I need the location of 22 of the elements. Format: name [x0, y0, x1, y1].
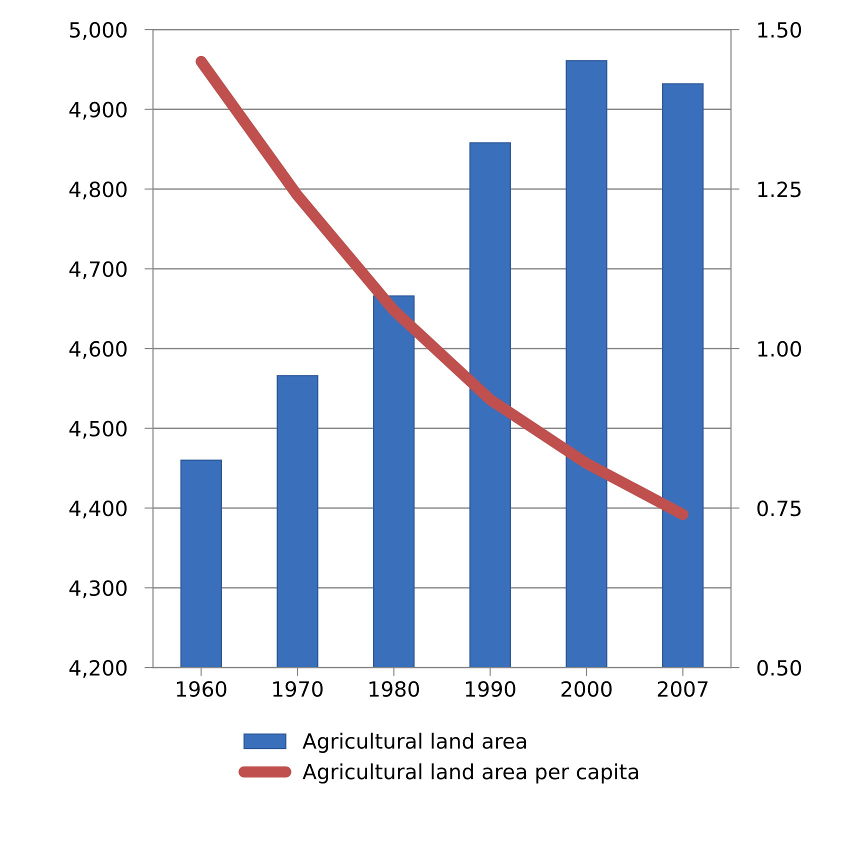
- y2-tick-label: 1.00: [758, 341, 802, 357]
- y-tick-label: 4,800: [69, 182, 127, 200]
- x-tick-label: 1970: [273, 681, 323, 697]
- y-tick-label: 4,600: [69, 341, 127, 359]
- y-tick-label: 4,500: [69, 420, 127, 439]
- y-tick-label: 4,700: [69, 261, 127, 280]
- x-tick-label: 2000: [562, 681, 612, 697]
- y2-tick-label: 0.75: [757, 500, 801, 516]
- legend-label: Agricultural land area per capita: [302, 763, 638, 784]
- y-tick-label: 4,400: [69, 500, 127, 518]
- y2-tick-label: 1.25: [758, 182, 801, 198]
- y-tick-label: 4,300: [69, 580, 127, 598]
- x-tick-label: 1980: [370, 681, 419, 697]
- y-tick-label: 5,000: [70, 22, 127, 40]
- x-tick-label: 1960: [176, 681, 226, 697]
- x-tick-label: 2007: [658, 681, 708, 697]
- legend-label: Agricultural land area: [302, 732, 526, 753]
- y2-tick-label: 1.50: [758, 22, 802, 38]
- y2-tick-label: 0.50: [757, 660, 802, 676]
- y-tick-label: 4,900: [69, 102, 127, 120]
- y-tick-label: 4,200: [69, 660, 127, 678]
- x-tick-label: 1990: [466, 681, 516, 697]
